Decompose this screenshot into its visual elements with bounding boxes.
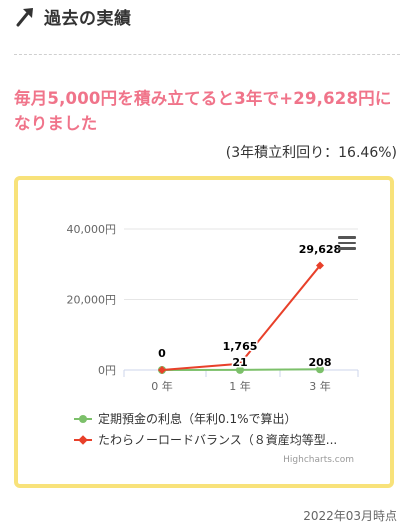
- chart-credits[interactable]: Highcharts.com: [283, 455, 354, 465]
- legend-label: たわらノーロードバランス（８資産均等型...: [98, 433, 338, 447]
- result-headline: 毎月5,000円を積み立てると3年で+29,628円になりました: [14, 89, 392, 133]
- line-chart: 0円 20,000円 40,000円 0 年 1 年 3 年 21 208 0 1,765 29,6…: [67, 223, 359, 393]
- data-label: 1,765: [223, 340, 258, 353]
- data-point: [236, 365, 244, 374]
- y-tick-label: 40,000円: [67, 223, 117, 236]
- legend-marker: [74, 414, 92, 424]
- as-of-date: 2022年03月時点: [303, 509, 397, 523]
- divider: [14, 54, 400, 55]
- data-label: 0: [158, 347, 166, 360]
- data-point: [236, 359, 244, 368]
- section-title: 過去の実績: [44, 8, 132, 29]
- x-tick-label: 3 年: [309, 379, 331, 393]
- data-point: [158, 366, 166, 374]
- data-label: 21: [232, 356, 247, 369]
- data-label: 208: [309, 356, 332, 369]
- y-tick-label: 0円: [98, 364, 116, 377]
- data-point: [316, 365, 324, 374]
- data-label: 29,628: [299, 243, 341, 256]
- section-header: 過去の実績: [14, 2, 132, 30]
- legend-label: 定期預金の利息（年利0.1%で算出）: [98, 412, 297, 426]
- trend-up-icon: [16, 8, 33, 27]
- data-point: [316, 261, 324, 270]
- legend-item[interactable]: たわらノーロードバランス（８資産均等型...: [74, 429, 337, 450]
- chart-menu-icon[interactable]: [338, 236, 356, 250]
- chart-card: 0円 20,000円 40,000円 0 年 1 年 3 年 21 208 0 1,765 29,6…: [14, 176, 394, 488]
- legend-item[interactable]: 定期預金の利息（年利0.1%で算出）: [74, 408, 337, 429]
- x-tick-label: 0 年: [151, 379, 173, 393]
- yield-note: (3年積立利回り：16.46%): [225, 145, 397, 161]
- chart-legend: 定期預金の利息（年利0.1%で算出） たわらノーロードバランス（８資産均等型...: [74, 408, 337, 450]
- x-tick-label: 1 年: [229, 379, 251, 393]
- y-tick-label: 20,000円: [67, 294, 117, 307]
- legend-marker: [74, 434, 92, 445]
- series-line: [161, 264, 321, 371]
